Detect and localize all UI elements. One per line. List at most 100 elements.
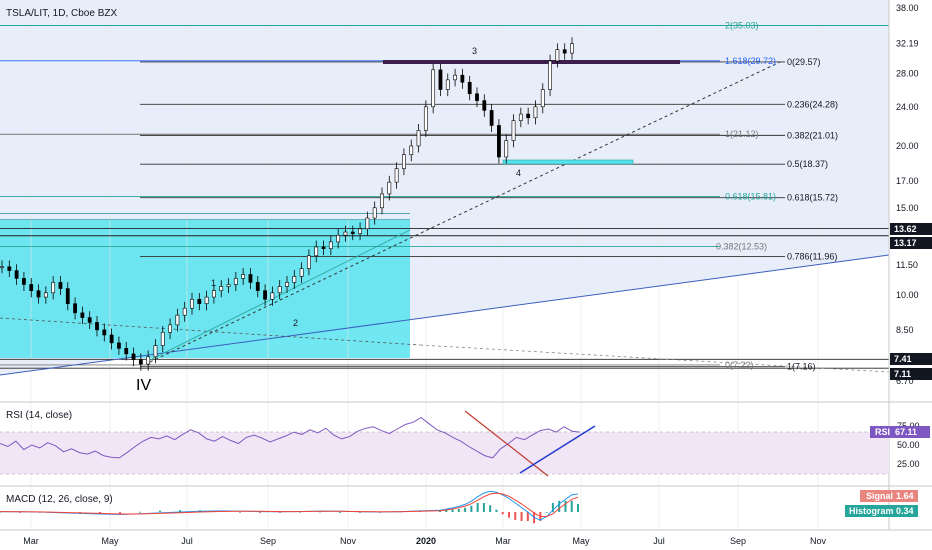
candle-body xyxy=(285,282,289,287)
candle-body xyxy=(314,246,319,257)
price-axis-bg xyxy=(889,0,932,550)
fib-label-left: 1.618(29.72) xyxy=(725,56,776,66)
rsi-red-trendline xyxy=(464,410,549,477)
candle-body xyxy=(526,113,531,119)
price-tag xyxy=(890,223,932,235)
candle-body xyxy=(241,274,246,279)
time-label: May xyxy=(101,536,119,546)
price-axis: 38.00 32.19 28.00 24.00 20.00 17.00 15.00 13.62… xyxy=(890,3,932,386)
time-label: Nov xyxy=(810,536,827,546)
price-tick-label: 15.00 xyxy=(896,203,919,213)
macd-hist-bar xyxy=(470,505,473,512)
dashed-trendline xyxy=(149,61,781,363)
rsi-blue-trendline xyxy=(519,425,596,474)
macd-hist-bar xyxy=(514,512,517,520)
candle-body xyxy=(423,106,428,131)
wave-label-3: 3 xyxy=(472,46,477,56)
chart-title: TSLA/LIT, 1D, Cboe BZX xyxy=(6,8,117,19)
macd-hist-bar xyxy=(299,511,301,513)
macd-hist-bar xyxy=(570,500,573,512)
wave-label-2: 2 xyxy=(293,318,298,328)
candle-body xyxy=(204,296,209,305)
candle-body xyxy=(504,140,509,158)
candle-body xyxy=(190,298,194,309)
candle-body xyxy=(233,278,238,285)
candle-body xyxy=(277,286,282,294)
candle-body xyxy=(263,290,267,300)
macd-hist-bar xyxy=(457,508,460,512)
candle-body xyxy=(540,89,545,108)
candle-body xyxy=(482,100,487,111)
macd-hist-bar xyxy=(564,500,567,512)
candle-body xyxy=(73,303,77,314)
candle-body xyxy=(533,106,538,119)
time-label: Nov xyxy=(340,536,357,546)
price-tick-label: 20.00 xyxy=(896,141,919,151)
fib-label-right: 0(29.57) xyxy=(787,57,821,67)
candle-body xyxy=(548,60,552,90)
candle-body xyxy=(555,49,560,62)
candle-body xyxy=(445,79,450,90)
candle-body xyxy=(497,125,501,158)
rsi-value-tag xyxy=(870,425,930,438)
candle-body xyxy=(489,110,494,126)
time-label: Mar xyxy=(495,536,511,546)
candle-body xyxy=(336,234,341,243)
candle-body xyxy=(80,312,85,318)
macd-hist-bar xyxy=(0,511,1,513)
candle-body xyxy=(146,356,151,365)
candle-body xyxy=(350,231,355,234)
macd-hist-bar xyxy=(451,509,454,512)
price-tag-label: 13.62 xyxy=(894,224,917,234)
time-label: Sep xyxy=(730,536,746,546)
macd-hist-bar xyxy=(319,511,321,513)
fib-label-right: 0.618(15.72) xyxy=(787,193,838,203)
macd-signal-line xyxy=(0,492,579,517)
price-tick-label: 10.00 xyxy=(896,290,919,300)
candle-body xyxy=(175,314,180,326)
rsi-value: 67.11 xyxy=(895,427,917,437)
candle-body xyxy=(153,345,158,358)
macd-hist-bar xyxy=(476,503,479,512)
macd-hist-bar xyxy=(445,509,448,512)
macd-hist-bar xyxy=(179,510,181,512)
wave-iv-box xyxy=(0,220,410,358)
candle-body xyxy=(438,69,443,90)
time-label: 2020 xyxy=(416,536,436,546)
macd-hist-bar xyxy=(545,512,548,513)
rsi-band xyxy=(0,432,889,474)
macd-hist-bar xyxy=(558,500,561,512)
candle-body xyxy=(511,120,516,141)
candle-body xyxy=(58,282,63,289)
price-tick-label: 6.70 xyxy=(896,376,914,386)
candle-body xyxy=(160,332,165,346)
price-tick-label: 32.19 xyxy=(896,39,919,49)
candle-body xyxy=(226,284,231,287)
price-tick-label: 38.00 xyxy=(896,3,919,13)
fib-label-left: 0.618(15.81) xyxy=(725,191,776,201)
macd-hist-bar xyxy=(99,512,101,514)
wave-label-1: 1 xyxy=(211,278,216,288)
svg-text:1.64: 1.64 xyxy=(896,491,914,501)
svg-text:0.34: 0.34 xyxy=(896,506,914,516)
fib-labels: 2(35.03) 1.618(29.72) 1(21.12) 0.618(15.81)… xyxy=(716,20,838,371)
candle-body xyxy=(65,288,70,305)
price-tick-label: 8.50 xyxy=(896,325,914,335)
rsi-title: RSI (14, close) xyxy=(6,410,72,421)
candle-body xyxy=(14,270,19,279)
fib-label-right: 1(7.16) xyxy=(787,362,816,372)
time-axis: Mar May Jul Sep Nov 2020 Mar May Jul Sep Nov xyxy=(23,536,826,546)
macd-hist-bar xyxy=(577,503,579,512)
candle-body xyxy=(394,168,399,183)
candle-body xyxy=(343,231,348,236)
candle-body xyxy=(416,130,421,147)
candle-body xyxy=(409,145,414,156)
fib-label-right: 0.786(11.96) xyxy=(787,251,837,261)
price-tick-label: 24.00 xyxy=(896,102,919,112)
macd-hist-bar xyxy=(239,511,241,513)
candle-body xyxy=(460,74,465,83)
candle-body xyxy=(22,278,26,285)
price-tag xyxy=(890,368,932,380)
